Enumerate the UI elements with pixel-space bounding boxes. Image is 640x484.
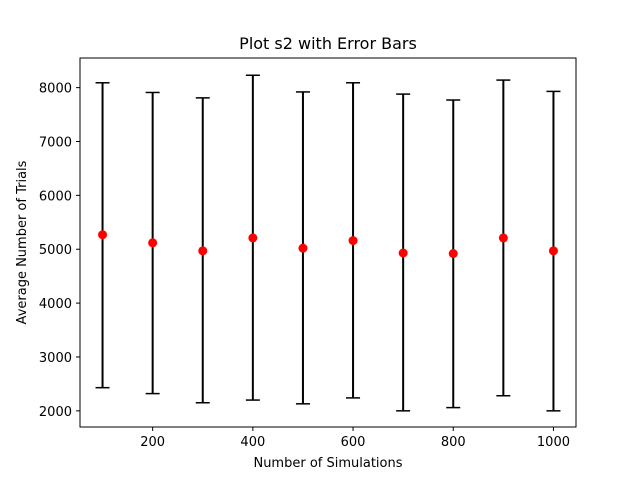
data-point	[448, 249, 458, 259]
x-tick-label: 800	[441, 435, 466, 450]
data-point	[548, 246, 558, 256]
data-point	[398, 248, 408, 258]
data-point	[298, 243, 308, 253]
data-point	[248, 233, 258, 243]
y-tick-label: 6000	[39, 189, 72, 204]
plot-frame	[79, 57, 577, 428]
chart-title: Plot s2 with Error Bars	[239, 34, 417, 53]
x-tick-label: 1000	[537, 435, 570, 450]
y-tick-label: 2000	[39, 405, 72, 420]
y-tick-label: 7000	[39, 135, 72, 150]
y-tick-label: 5000	[39, 243, 72, 258]
y-tick-label: 4000	[39, 297, 72, 312]
data-point	[498, 233, 508, 243]
x-axis: 200 400 600 800 1000	[140, 427, 570, 450]
data-point	[98, 230, 108, 240]
x-tick-label: 600	[341, 435, 366, 450]
x-tick-label: 400	[240, 435, 265, 450]
x-axis-label: Number of Simulations	[253, 456, 402, 471]
x-tick-label: 200	[140, 435, 165, 450]
y-tick-label: 8000	[39, 82, 72, 97]
data-point	[348, 236, 358, 246]
y-axis: 2000 3000 4000 5000 6000 7000 8000	[39, 82, 80, 420]
data-point	[148, 238, 158, 248]
data-point	[198, 246, 208, 256]
y-axis-label: Average Number of Trials	[15, 160, 30, 324]
y-tick-label: 3000	[39, 351, 72, 366]
data-layer	[95, 74, 561, 412]
